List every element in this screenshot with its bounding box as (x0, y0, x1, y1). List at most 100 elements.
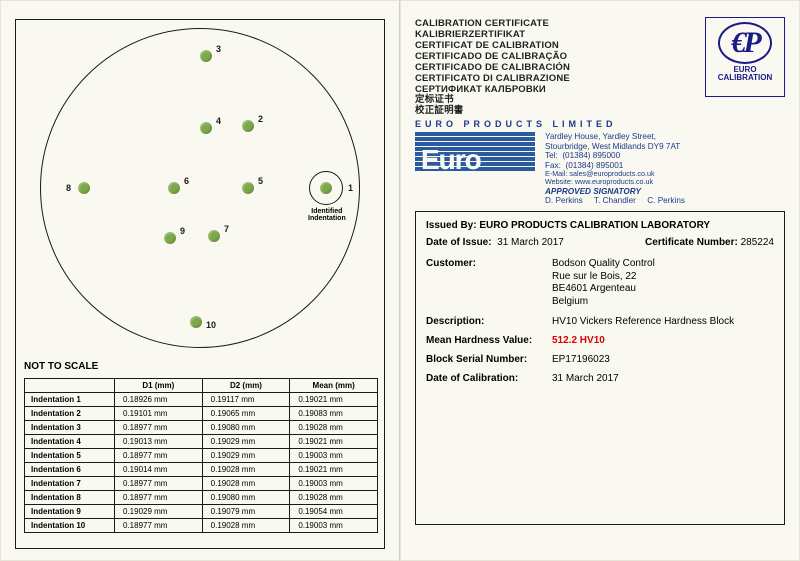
company-address: Yardley House, Yardley Street, Stourbrid… (545, 132, 785, 205)
table-cell: 0.19013 mm (115, 435, 203, 449)
multilingual-titles: CALIBRATION CERTIFICATEKALIBRIERZERTIFIK… (415, 19, 645, 117)
indentation-table: D1 (mm)D2 (mm)Mean (mm) Indentation 10.1… (24, 378, 378, 533)
table-cell: 0.18977 mm (115, 491, 203, 505)
indentation-label-4: 4 (216, 116, 221, 126)
table-cell: 0.18977 mm (115, 519, 203, 533)
table-row-label: Indentation 9 (25, 505, 115, 519)
indentation-point-7 (208, 230, 220, 242)
table-cell: 0.19080 mm (202, 491, 290, 505)
table-cell: 0.19079 mm (202, 505, 290, 519)
table-cell: 0.19029 mm (202, 435, 290, 449)
addr-web: Website: www.europroducts.co.uk (545, 178, 785, 186)
customer-row: Customer: Bodson Quality ControlRue sur … (426, 258, 774, 308)
company-info-row: Euro Yardley House, Yardley Street, Stou… (415, 132, 785, 205)
date-cert-row: Date of Issue: 31 March 2017 Certificate… (426, 237, 774, 248)
table-cell: 0.19028 mm (202, 463, 290, 477)
table-cell: 0.19117 mm (202, 393, 290, 407)
table-row: Indentation 90.19029 mm0.19079 mm0.19054… (25, 505, 378, 519)
table-cell: 0.19029 mm (202, 449, 290, 463)
table-row: Indentation 70.18977 mm0.19028 mm0.19003… (25, 477, 378, 491)
table-row-label: Indentation 2 (25, 407, 115, 421)
customer-value: Bodson Quality ControlRue sur le Bois, 2… (552, 258, 774, 308)
indentation-point-9 (164, 232, 176, 244)
certificate-header: CALIBRATION CERTIFICATEKALIBRIERZERTIFIK… (415, 19, 785, 111)
company-name-bar: EURO PRODUCTS LIMITED (415, 117, 785, 130)
table-row: Indentation 100.18977 mm0.19028 mm0.1900… (25, 519, 378, 533)
serial-label: Block Serial Number: (426, 354, 552, 365)
table-cell: 0.19003 mm (290, 519, 378, 533)
table-row: Indentation 20.19101 mm0.19065 mm0.19083… (25, 407, 378, 421)
table-row: Indentation 60.19014 mm0.19028 mm0.19021… (25, 463, 378, 477)
indentation-point-5 (242, 182, 254, 194)
table-row-label: Indentation 5 (25, 449, 115, 463)
indentation-label-9: 9 (180, 226, 185, 236)
table-header (25, 379, 115, 393)
table-cell: 0.18926 mm (115, 393, 203, 407)
table-cell: 0.19101 mm (115, 407, 203, 421)
description-value: HV10 Vickers Reference Hardness Block (552, 316, 774, 327)
addr-line2: Stourbridge, West Midlands DY9 7AT (545, 142, 785, 151)
cal-date-label: Date of Calibration: (426, 373, 552, 384)
customer-label: Customer: (426, 258, 552, 308)
table-cell: 0.19028 mm (290, 491, 378, 505)
indentation-label-6: 6 (184, 176, 189, 186)
indentation-label-8: 8 (66, 183, 71, 193)
indentation-label-7: 7 (224, 224, 229, 234)
table-cell: 0.19021 mm (290, 393, 378, 407)
diagram-frame: 12345678910 IdentifiedIndentation NOT TO… (15, 19, 385, 549)
table-row-label: Indentation 4 (25, 435, 115, 449)
table-cell: 0.19080 mm (202, 421, 290, 435)
mean-hardness-row: Mean Hardness Value: 512.2 HV10 (426, 335, 774, 346)
identified-ring (309, 171, 343, 205)
not-to-scale-label: NOT TO SCALE (24, 361, 98, 372)
table-cell: 0.19054 mm (290, 505, 378, 519)
table-row: Indentation 80.18977 mm0.19080 mm0.19028… (25, 491, 378, 505)
table-cell: 0.18977 mm (115, 449, 203, 463)
approved-signatory-label: APPROVED SIGNATORY (545, 187, 785, 196)
euro-graphic-logo: Euro (415, 132, 535, 170)
table-header: Mean (mm) (290, 379, 378, 393)
signatories: D. Perkins T. Chandler C. Perkins (545, 196, 785, 205)
table-row-label: Indentation 8 (25, 491, 115, 505)
table-cell: 0.19065 mm (202, 407, 290, 421)
indentation-point-2 (242, 120, 254, 132)
indentation-point-4 (200, 122, 212, 134)
cert-title-line: 校正証明書 (415, 106, 645, 117)
indentation-label-3: 3 (216, 44, 221, 54)
table-cell: 0.19021 mm (290, 435, 378, 449)
serial-row: Block Serial Number: EP17196023 (426, 354, 774, 365)
addr-tel: Tel: (01384) 895000 (545, 151, 785, 160)
left-page: 12345678910 IdentifiedIndentation NOT TO… (0, 0, 400, 561)
description-label: Description: (426, 316, 552, 327)
table-row: Indentation 40.19013 mm0.19029 mm0.19021… (25, 435, 378, 449)
serial-value: EP17196023 (552, 354, 774, 365)
table-row: Indentation 10.18926 mm0.19117 mm0.19021… (25, 393, 378, 407)
table-row-label: Indentation 7 (25, 477, 115, 491)
table-cell: 0.19028 mm (290, 421, 378, 435)
table-cell: 0.19028 mm (202, 477, 290, 491)
cal-date-value: 31 March 2017 (552, 373, 774, 384)
table-row-label: Indentation 6 (25, 463, 115, 477)
table-cell: 0.19028 mm (202, 519, 290, 533)
identified-label: IdentifiedIndentation (308, 208, 346, 222)
cal-date-row: Date of Calibration: 31 March 2017 (426, 373, 774, 384)
table-cell: 0.19003 mm (290, 449, 378, 463)
table-row: Indentation 50.18977 mm0.19029 mm0.19003… (25, 449, 378, 463)
addr-line1: Yardley House, Yardley Street, (545, 132, 785, 141)
indentation-point-8 (78, 182, 90, 194)
issued-by-row: Issued By: EURO PRODUCTS CALIBRATION LAB… (426, 220, 774, 231)
logo-text-2: CALIBRATION (706, 74, 784, 82)
mean-label: Mean Hardness Value: (426, 335, 552, 346)
table-cell: 0.18977 mm (115, 421, 203, 435)
table-cell: 0.19083 mm (290, 407, 378, 421)
right-page: CALIBRATION CERTIFICATEKALIBRIERZERTIFIK… (400, 0, 800, 561)
indentation-point-6 (168, 182, 180, 194)
indentation-point-10 (190, 316, 202, 328)
euro-calibration-logo: €P EURO CALIBRATION (705, 17, 785, 97)
description-row: Description: HV10 Vickers Reference Hard… (426, 316, 774, 327)
indentation-label-10: 10 (206, 320, 216, 330)
table-cell: 0.18977 mm (115, 477, 203, 491)
ep-logo-icon: €P (718, 22, 772, 64)
table-row-label: Indentation 10 (25, 519, 115, 533)
indentation-label-2: 2 (258, 114, 263, 124)
